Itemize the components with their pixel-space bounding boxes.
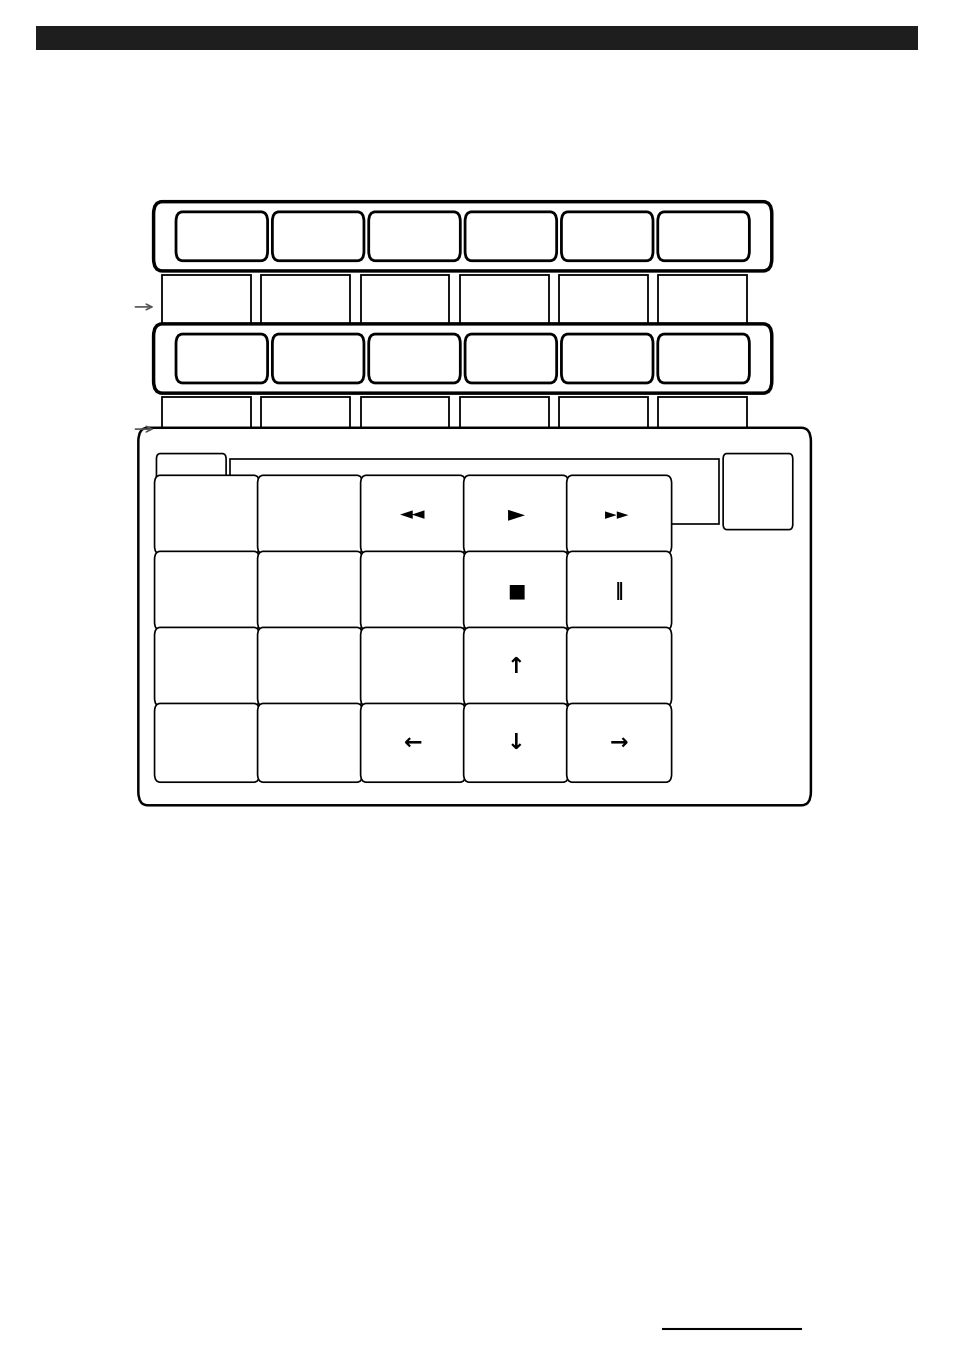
FancyBboxPatch shape	[261, 276, 350, 340]
FancyBboxPatch shape	[560, 334, 652, 383]
Text: ←: ←	[403, 733, 422, 752]
FancyBboxPatch shape	[162, 276, 251, 340]
FancyBboxPatch shape	[566, 703, 671, 782]
Text: ►: ►	[507, 505, 524, 524]
FancyBboxPatch shape	[360, 475, 465, 554]
FancyBboxPatch shape	[257, 475, 362, 554]
FancyBboxPatch shape	[153, 202, 771, 272]
FancyBboxPatch shape	[558, 397, 647, 462]
FancyBboxPatch shape	[658, 276, 746, 340]
FancyBboxPatch shape	[463, 475, 568, 554]
FancyBboxPatch shape	[154, 627, 259, 706]
FancyBboxPatch shape	[566, 475, 671, 554]
FancyBboxPatch shape	[138, 428, 810, 805]
FancyBboxPatch shape	[465, 212, 557, 261]
Text: ►►: ►►	[604, 507, 633, 523]
FancyBboxPatch shape	[459, 276, 548, 340]
FancyBboxPatch shape	[459, 397, 548, 462]
FancyBboxPatch shape	[176, 212, 267, 261]
FancyBboxPatch shape	[257, 627, 362, 706]
FancyBboxPatch shape	[162, 397, 251, 462]
FancyBboxPatch shape	[273, 334, 364, 383]
FancyBboxPatch shape	[368, 334, 460, 383]
Text: ‖: ‖	[614, 581, 623, 600]
FancyBboxPatch shape	[566, 551, 671, 630]
FancyBboxPatch shape	[657, 212, 748, 261]
FancyBboxPatch shape	[36, 26, 917, 49]
FancyBboxPatch shape	[560, 212, 652, 261]
FancyBboxPatch shape	[463, 703, 568, 782]
FancyBboxPatch shape	[257, 551, 362, 630]
Text: ↓: ↓	[506, 733, 525, 752]
FancyBboxPatch shape	[368, 212, 460, 261]
FancyBboxPatch shape	[658, 397, 746, 462]
FancyBboxPatch shape	[657, 334, 748, 383]
FancyBboxPatch shape	[566, 627, 671, 706]
FancyBboxPatch shape	[360, 397, 449, 462]
FancyBboxPatch shape	[154, 475, 259, 554]
FancyBboxPatch shape	[257, 703, 362, 782]
FancyBboxPatch shape	[273, 212, 364, 261]
FancyBboxPatch shape	[360, 276, 449, 340]
FancyBboxPatch shape	[230, 459, 719, 524]
FancyBboxPatch shape	[176, 334, 267, 383]
FancyBboxPatch shape	[261, 397, 350, 462]
FancyBboxPatch shape	[463, 551, 568, 630]
Text: ■: ■	[506, 581, 525, 600]
FancyBboxPatch shape	[465, 334, 557, 383]
Text: →: →	[609, 733, 628, 752]
FancyBboxPatch shape	[558, 276, 647, 340]
Text: ↑: ↑	[506, 657, 525, 676]
FancyBboxPatch shape	[156, 454, 226, 530]
FancyBboxPatch shape	[722, 454, 792, 530]
FancyBboxPatch shape	[360, 703, 465, 782]
Text: ◄◄: ◄◄	[400, 505, 425, 524]
FancyBboxPatch shape	[360, 627, 465, 706]
FancyBboxPatch shape	[153, 323, 771, 394]
FancyBboxPatch shape	[463, 627, 568, 706]
FancyBboxPatch shape	[154, 703, 259, 782]
FancyBboxPatch shape	[154, 551, 259, 630]
FancyBboxPatch shape	[360, 551, 465, 630]
